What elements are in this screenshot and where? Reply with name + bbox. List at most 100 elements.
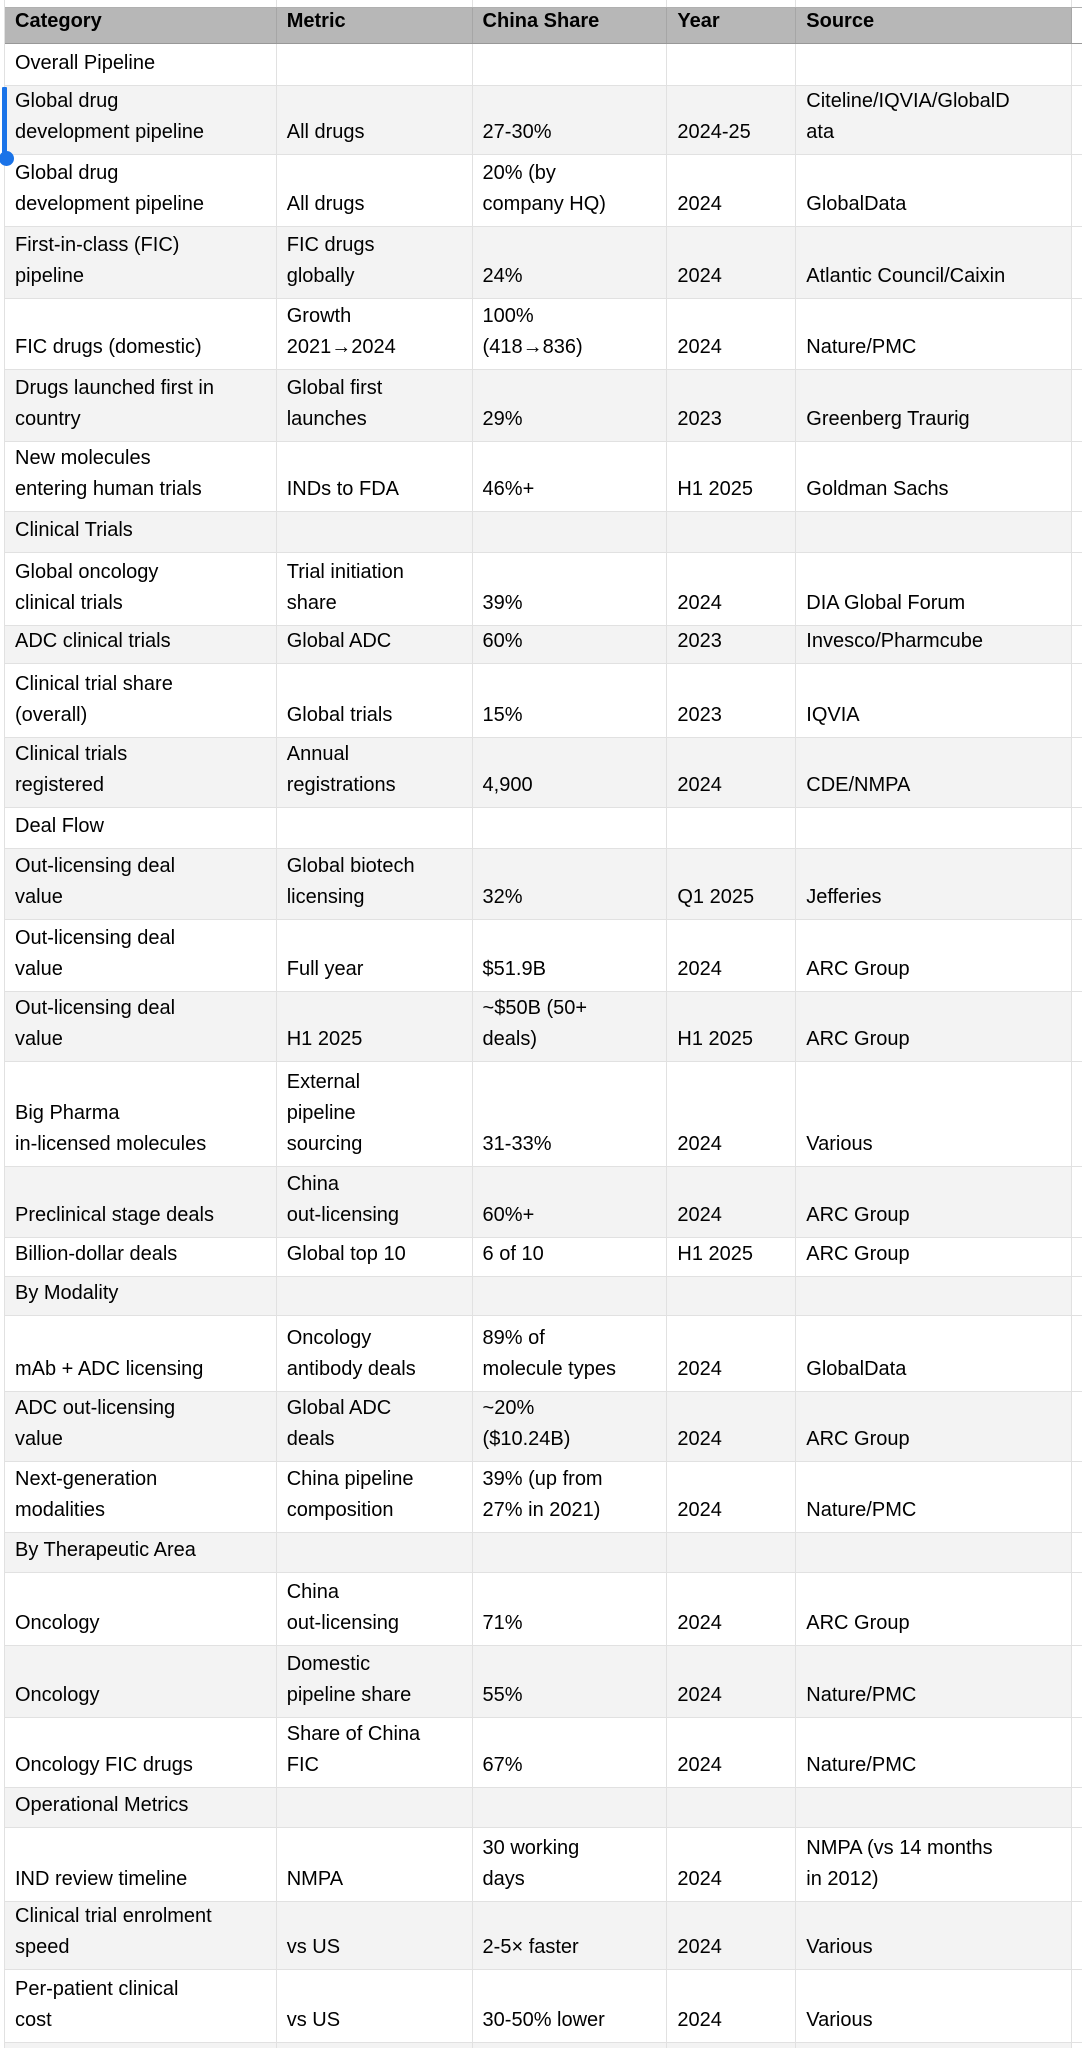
cell-source[interactable]: Various — [796, 1970, 1072, 2042]
cell-share[interactable]: ~20% ($10.24B) — [473, 1392, 668, 1461]
cell-metric[interactable]: INDs to FDA — [277, 442, 473, 511]
cell-source[interactable]: Greenberg Traurig — [796, 370, 1072, 441]
cell-metric[interactable] — [277, 1788, 473, 1827]
column-header-source[interactable]: Source — [796, 8, 1072, 43]
cell-metric[interactable] — [277, 512, 473, 552]
cell-year[interactable]: 2024 — [667, 1828, 797, 1901]
cell-category[interactable]: Operational Metrics — [5, 1788, 277, 1827]
column-header-category[interactable]: Category — [5, 8, 277, 43]
cell-metric[interactable]: Annual registrations — [277, 738, 473, 807]
cell-share[interactable]: 2-5× faster — [473, 1902, 668, 1969]
cell-category[interactable]: Out-licensing deal value — [5, 849, 277, 919]
cell-category[interactable]: Preclinical stage deals — [5, 1167, 277, 1237]
cell-metric[interactable] — [277, 44, 473, 85]
cell-category[interactable]: Deal Flow — [5, 808, 277, 848]
cell-category[interactable]: Clinical Trials — [5, 512, 277, 552]
cell-share[interactable]: 30-50% lower — [473, 1970, 668, 2042]
cell-category[interactable]: First-in-class (FIC) pipeline — [5, 227, 277, 298]
cell-metric[interactable]: H1 2025 — [277, 992, 473, 1061]
cell-share[interactable]: 39% — [473, 553, 668, 625]
cell-year[interactable]: 2024 — [667, 1392, 797, 1461]
cell-metric[interactable]: Oncology antibody deals — [277, 1316, 473, 1391]
cell-share[interactable]: 67% — [473, 1718, 668, 1787]
column-header-china-share[interactable]: China Share — [473, 8, 668, 43]
cell-year[interactable]: H1 2025 — [667, 992, 797, 1061]
cell-year[interactable]: 2024 — [667, 738, 797, 807]
cell-share[interactable]: 4,900 — [473, 738, 668, 807]
cell-year[interactable]: 2024 — [667, 1902, 797, 1969]
cell-year[interactable]: 2024 — [667, 1970, 797, 2042]
column-header-year[interactable]: Year — [667, 8, 797, 43]
cell-category[interactable]: Big Pharma in-licensed molecules — [5, 1062, 277, 1166]
cell-category[interactable]: Overall Pipeline — [5, 44, 277, 85]
cell-source[interactable]: Atlantic Council/Caixin — [796, 227, 1072, 298]
cell-source[interactable]: ARC Group — [796, 1167, 1072, 1237]
cell-year[interactable]: 2023 — [667, 626, 797, 663]
cell-category[interactable]: Global drug development pipeline — [5, 86, 277, 154]
cell-source[interactable]: CDE/NMPA — [796, 738, 1072, 807]
selection-drag-handle-icon[interactable] — [0, 151, 14, 166]
cell-share[interactable] — [473, 1277, 668, 1315]
cell-category[interactable]: By Modality — [5, 1277, 277, 1315]
cell-category[interactable]: Per-patient clinical cost — [5, 1970, 277, 2042]
cell-share[interactable]: 39% (up from 27% in 2021) — [473, 1462, 668, 1532]
cell-source[interactable] — [796, 44, 1072, 85]
cell-category[interactable]: FIC drugs (domestic) — [5, 299, 277, 369]
cell-source[interactable]: Nature/PMC — [796, 1718, 1072, 1787]
cell-year[interactable]: 2024 — [667, 227, 797, 298]
cell-share[interactable]: 31-33% — [473, 1062, 668, 1166]
cell-metric[interactable] — [277, 808, 473, 848]
cell-year[interactable]: 2024 — [667, 920, 797, 991]
cell-metric[interactable]: Global trials — [277, 664, 473, 737]
cell-metric[interactable]: China out-licensing — [277, 1573, 473, 1645]
cell-share[interactable]: 71% — [473, 1573, 668, 1645]
cell-share[interactable]: 60%+ — [473, 1167, 668, 1237]
cell-share[interactable]: 30 working days — [473, 1828, 668, 1901]
cell-category[interactable]: By Therapeutic Area — [5, 1533, 277, 1572]
cell-source[interactable]: Nature/PMC — [796, 1462, 1072, 1532]
cell-year[interactable]: 2024 — [667, 1062, 797, 1166]
cell-year[interactable]: 2024 — [667, 299, 797, 369]
cell-source[interactable]: Nature/PMC — [796, 1646, 1072, 1717]
cell-category[interactable]: Global oncology clinical trials — [5, 553, 277, 625]
cell-year[interactable] — [667, 44, 797, 85]
cell-source[interactable] — [796, 1277, 1072, 1315]
cell-category[interactable]: Oncology — [5, 1646, 277, 1717]
cell-source[interactable]: GlobalData — [796, 155, 1072, 226]
cell-year[interactable]: 2024 — [667, 553, 797, 625]
cell-source[interactable]: ARC Group — [796, 1573, 1072, 1645]
cell-metric[interactable]: NMPA — [277, 1828, 473, 1901]
cell-share[interactable] — [473, 44, 668, 85]
cell-year[interactable]: 2024 — [667, 1316, 797, 1391]
cell-source[interactable]: GlobalData — [796, 1316, 1072, 1391]
cell-share[interactable] — [473, 1788, 668, 1827]
cell-year[interactable]: 2024-25 — [667, 86, 797, 154]
cell-source[interactable] — [796, 1533, 1072, 1572]
cell-year[interactable]: 2024 — [667, 1573, 797, 1645]
cell-year[interactable]: H1 2025 — [667, 1238, 797, 1276]
cell-share[interactable]: ~$50B (50+ deals) — [473, 992, 668, 1061]
cell-year[interactable] — [667, 512, 797, 552]
cell-year[interactable] — [667, 1277, 797, 1315]
cell-source[interactable]: ARC Group — [796, 920, 1072, 991]
cell-metric[interactable]: vs US — [277, 1970, 473, 2042]
cell-year[interactable]: 2024 — [667, 1462, 797, 1532]
cell-metric[interactable]: Global ADC deals — [277, 1392, 473, 1461]
cell-category[interactable]: Clinical trial share (overall) — [5, 664, 277, 737]
cell-share[interactable]: $51.9B — [473, 920, 668, 991]
cell-category[interactable]: IND review timeline — [5, 1828, 277, 1901]
cell-metric[interactable]: All drugs — [277, 86, 473, 154]
cell-source[interactable]: Goldman Sachs — [796, 442, 1072, 511]
cell-share[interactable]: 24% — [473, 227, 668, 298]
cell-share[interactable]: 15% — [473, 664, 668, 737]
cell-year[interactable]: 2024 — [667, 1167, 797, 1237]
column-header-metric[interactable]: Metric — [277, 8, 473, 43]
cell-metric[interactable]: FIC drugs globally — [277, 227, 473, 298]
cell-year[interactable] — [667, 808, 797, 848]
cell-metric[interactable]: China pipeline composition — [277, 1462, 473, 1532]
cell-source[interactable] — [796, 512, 1072, 552]
cell-share[interactable]: 27-30% — [473, 86, 668, 154]
cell-category[interactable]: Clinical trial enrolment speed — [5, 1902, 277, 1969]
cell-source[interactable]: NMPA (vs 14 months in 2012) — [796, 1828, 1072, 1901]
cell-metric[interactable]: Global first launches — [277, 370, 473, 441]
